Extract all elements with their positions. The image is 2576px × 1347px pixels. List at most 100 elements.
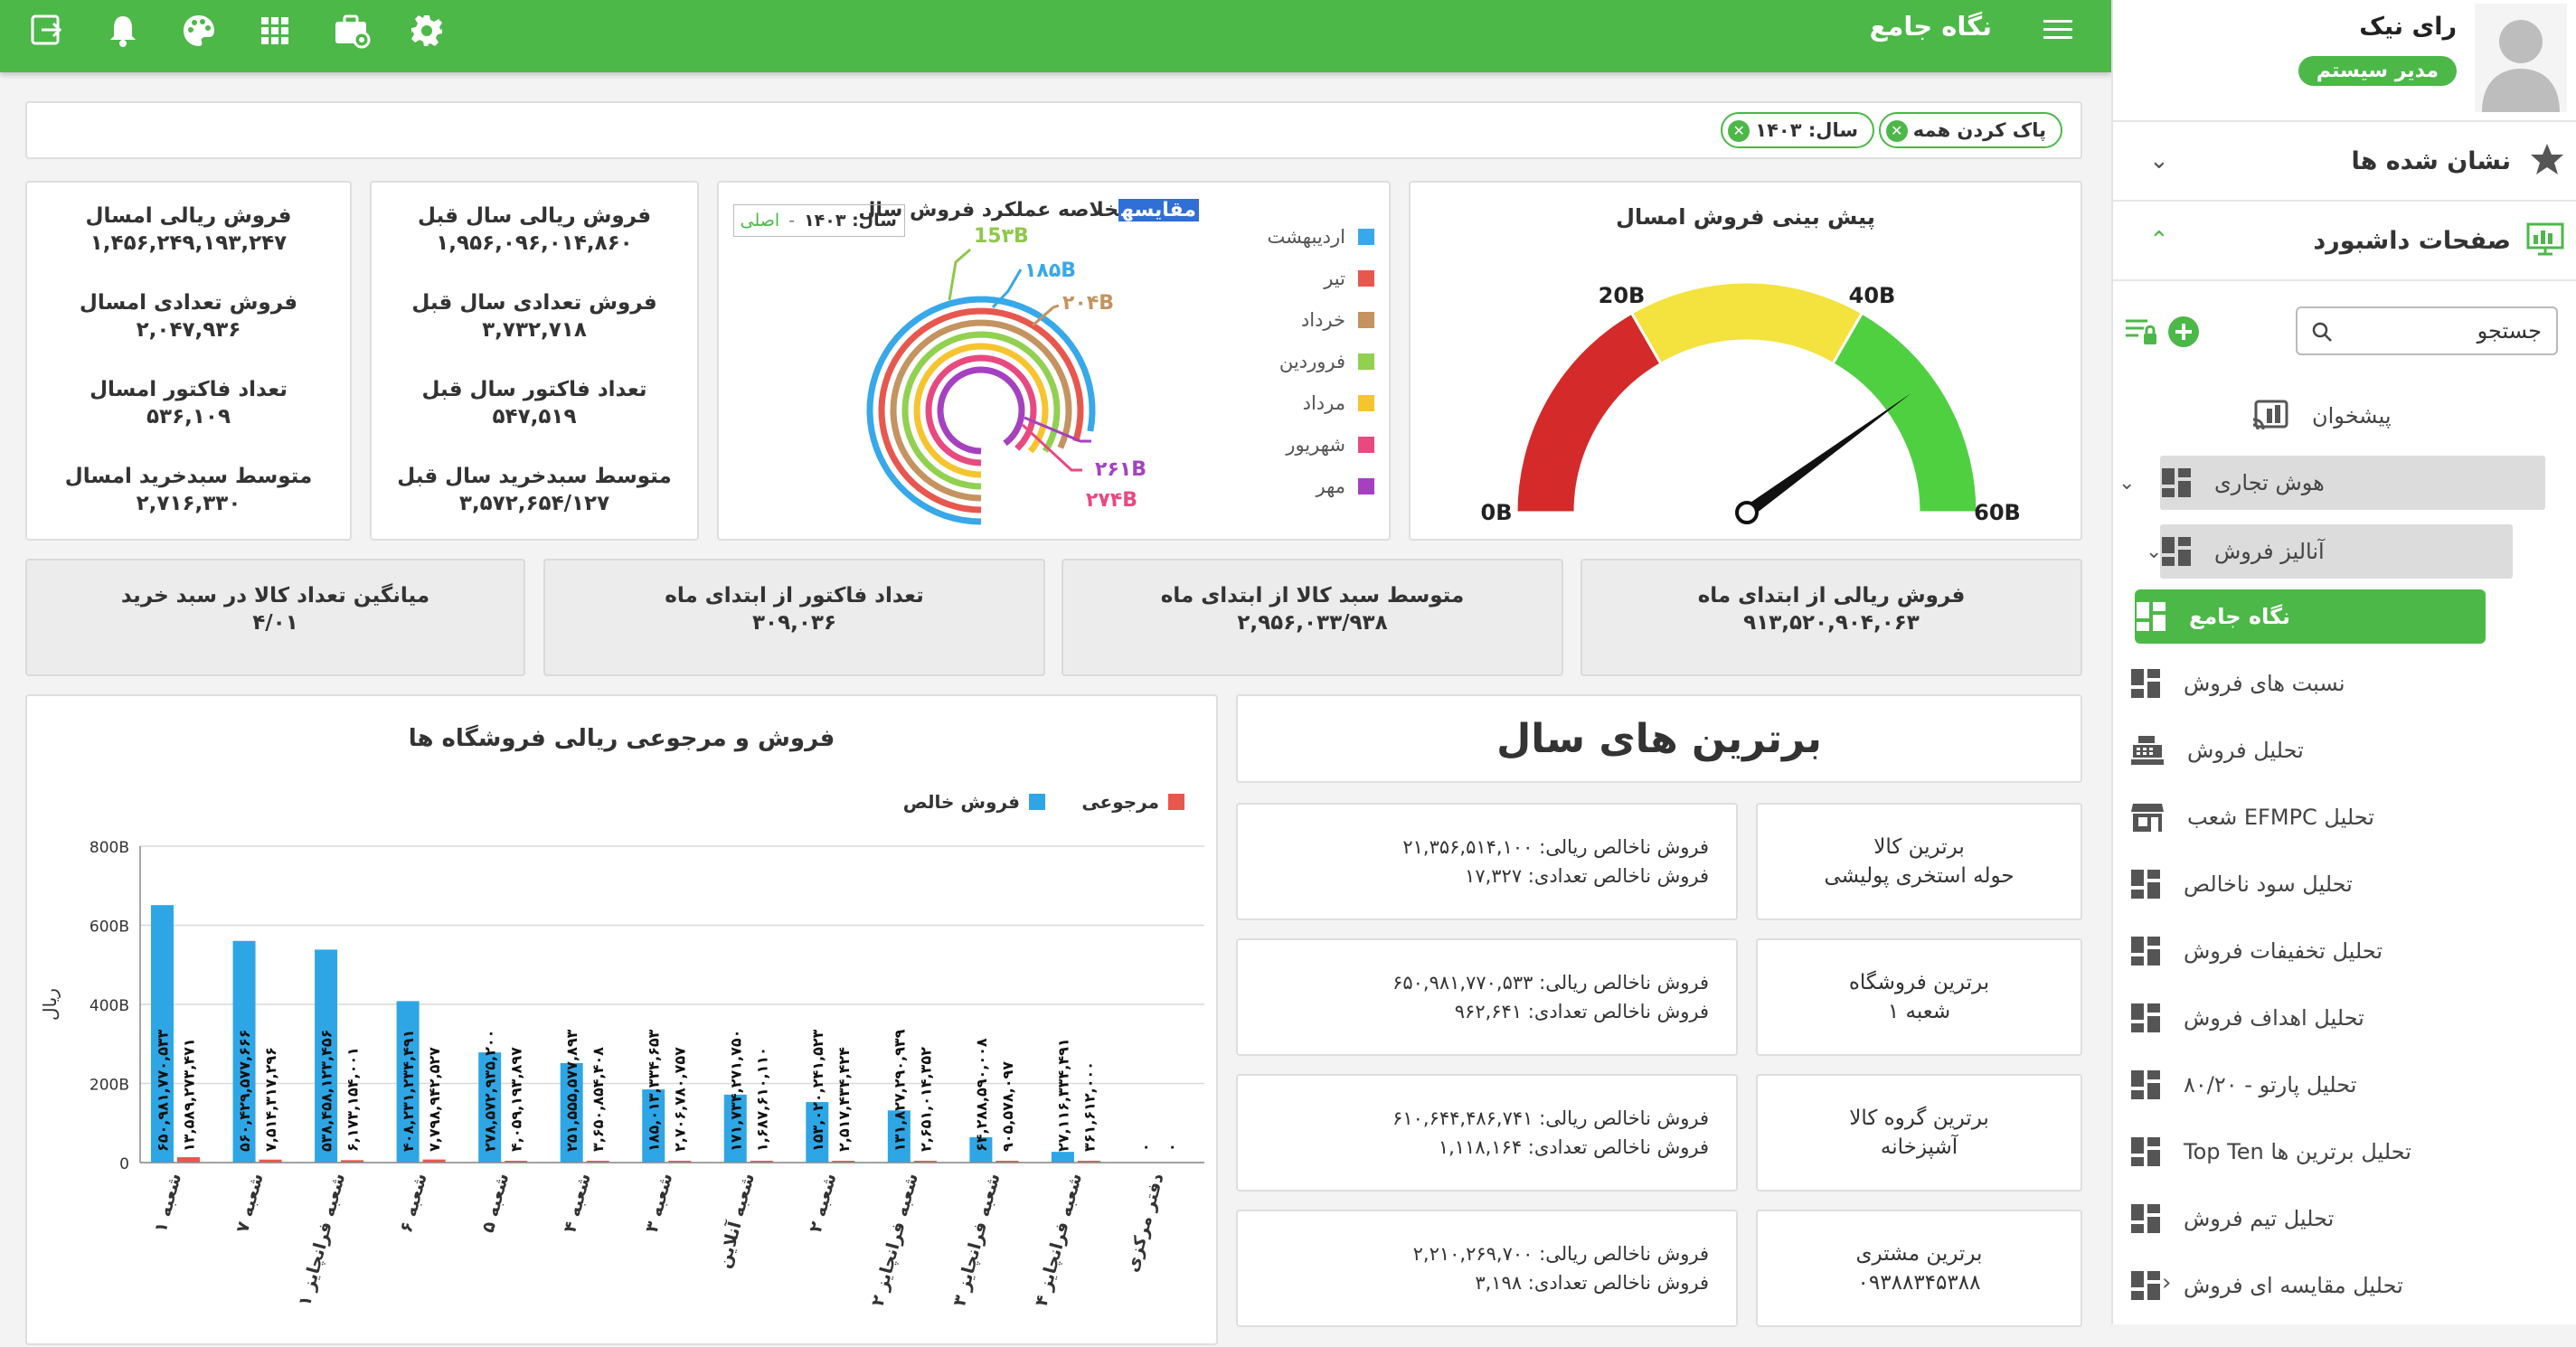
clear-all-chip[interactable]: پاک کردن همه ✕ — [1878, 112, 2062, 148]
add-icon[interactable] — [2167, 316, 2200, 352]
stat-item: فروش ریالی امسال ۱,۴۵۶,۲۴۹,۱۹۳,۲۴۷ — [27, 204, 350, 291]
best-name: برترین مشتری — [1855, 1242, 1983, 1266]
store-icon — [2131, 804, 2164, 832]
bar-returns[interactable] — [177, 1157, 200, 1163]
bar-returns[interactable] — [913, 1161, 937, 1163]
legend-item[interactable]: شهریور — [1286, 434, 1374, 456]
close-icon[interactable]: ✕ — [1728, 120, 1750, 142]
bookmarks-section[interactable]: نشان شده ها ⌄ — [2113, 122, 2576, 202]
close-icon[interactable]: ✕ — [1885, 120, 1908, 142]
comparison-badge[interactable]: مقایسه — [1118, 199, 1199, 221]
radial-arc — [925, 354, 1037, 466]
dashboards-section[interactable]: صفحات داشبورد ⌃ — [2113, 202, 2576, 281]
forecast-gauge-card: پیش بینی فروش امسال 0B 20B 40B 60B — [1409, 181, 2082, 541]
y-axis-label: ریال — [39, 988, 61, 1021]
bar-net-sales[interactable] — [151, 905, 174, 1163]
stat-label: میانگین تعداد کالا در سبد خرید — [120, 584, 430, 608]
nav-sales-analysis[interactable]: آنالیز فروش — [2160, 524, 2513, 579]
chevron-down-icon[interactable]: ⌄ — [2118, 472, 2136, 495]
nav-label: تحلیل سود ناخالص — [2184, 871, 2353, 897]
bar-net-sales[interactable] — [887, 1110, 911, 1163]
legend-swatch — [1029, 794, 1045, 810]
bar-net-sales[interactable] — [560, 1062, 583, 1163]
dashboard-icon — [2131, 669, 2160, 698]
nav-comparative[interactable]: تحلیل مقایسه ای فروش — [2129, 1258, 2473, 1313]
legend-label[interactable]: مرجوعی — [1081, 791, 1159, 813]
x-tick-label: شعبه آنلاین — [712, 1171, 759, 1270]
legend-item[interactable]: خرداد — [1301, 309, 1374, 331]
nav-sales-ratios[interactable]: نسبت های فروش — [2129, 656, 2473, 711]
stat-item: تعداد فاکتور امسال ۵۳۶,۱۰۹ — [27, 378, 350, 465]
bar-value-label: ۱۵۳,۰۲۰,۲۴۱,۵۲۳ — [809, 1029, 826, 1152]
settings-gear-icon[interactable] — [409, 13, 445, 52]
nav-sales-team[interactable]: تحلیل تیم فروش — [2129, 1192, 2473, 1246]
callout-line — [1021, 423, 1082, 472]
chevron-down-icon[interactable]: ⌄ — [2146, 541, 2163, 563]
nav-overview[interactable]: نگاه جامع — [2135, 589, 2486, 644]
chevron-down-icon[interactable]: ⌄ — [2149, 147, 2169, 174]
bar-net-sales[interactable] — [806, 1102, 829, 1163]
year-filter-chip[interactable]: سال: ۱۴۰۳ ✕ — [1721, 112, 1874, 148]
nav-dashboard-home[interactable]: پیشخوان — [2250, 389, 2540, 443]
legend-item[interactable]: مهر — [1316, 476, 1374, 497]
bar-net-sales[interactable] — [723, 1094, 747, 1163]
bar-returns[interactable] — [832, 1161, 855, 1163]
nav-business-intelligence[interactable]: هوش تجاری — [2160, 456, 2545, 510]
dashboards-label: صفحات داشبورد — [2313, 226, 2511, 255]
bar-net-sales[interactable] — [478, 1052, 502, 1163]
exit-icon[interactable] — [29, 13, 65, 52]
bar-value-label: ۵۶۰,۴۲۹,۵۷۷,۶۶۶ — [236, 1030, 253, 1152]
bar-returns[interactable] — [750, 1161, 773, 1163]
nav-pareto[interactable]: تحلیل پارتو - ۸۰/۲۰ — [2129, 1058, 2473, 1112]
bar-returns[interactable] — [995, 1161, 1019, 1163]
bar-net-sales[interactable] — [315, 949, 338, 1163]
palette-icon[interactable] — [181, 13, 217, 52]
apps-grid-icon[interactable] — [257, 13, 293, 52]
nav-efmpc-branches[interactable]: تحلیل EFMPC شعب — [2129, 790, 2473, 844]
briefcase-view-icon[interactable] — [333, 13, 373, 52]
dashboard-icon — [2131, 1137, 2160, 1166]
avatar[interactable] — [2475, 4, 2567, 112]
filter-lock-icon[interactable] — [2124, 316, 2160, 352]
chevron-up-icon[interactable]: ⌃ — [2149, 227, 2169, 254]
bar-net-sales[interactable] — [642, 1089, 665, 1163]
best-line1: فروش ناخالص ریالی: ۲,۲۱۰,۲۶۹,۷۰۰ — [1412, 1243, 1709, 1265]
bar-value-label: ۱۳۱,۸۲۷,۲۹۰,۹۳۹ — [891, 1029, 908, 1152]
stat-value: ۳,۵۷۲,۶۵۴/۱۲۷ — [458, 492, 610, 515]
nav-label: تحلیل فروش — [2187, 738, 2304, 763]
legend-item[interactable]: تیر — [1324, 268, 1374, 289]
legend-item[interactable]: مرداد — [1303, 392, 1374, 414]
legend-item[interactable]: فروردین — [1279, 351, 1374, 372]
nav-sales-analytics[interactable]: تحلیل فروش — [2129, 723, 2473, 777]
bar-returns[interactable] — [1077, 1161, 1100, 1163]
best-name: برترین فروشگاه — [1848, 971, 1990, 994]
bar-net-sales[interactable] — [1051, 1152, 1074, 1163]
bar-net-sales[interactable] — [232, 940, 256, 1163]
nav-top-ten[interactable]: تحلیل برترین ها Top Ten — [2129, 1125, 2473, 1179]
bar-returns[interactable] — [586, 1161, 609, 1163]
bar-net-sales[interactable] — [969, 1136, 993, 1163]
chevron-left-icon[interactable]: ‹ — [2162, 1269, 2172, 1296]
search-input[interactable]: جستجو — [2296, 306, 2558, 355]
stat-item: فروش تعدادی امسال ۲,۰۴۷,۹۳۶ — [27, 291, 350, 378]
nav-discounts[interactable]: تحلیل تخفیفات فروش — [2129, 924, 2473, 978]
bar-net-sales[interactable] — [396, 1001, 420, 1163]
bell-icon[interactable] — [105, 13, 141, 52]
radial-arc — [913, 343, 1049, 478]
menu-icon[interactable] — [2041, 13, 2075, 51]
bar-returns[interactable] — [422, 1159, 446, 1163]
bar-value-label: ۱,۶۸۷,۶۱۰,۱۱۰ — [753, 1047, 770, 1152]
bar-returns[interactable] — [505, 1161, 528, 1163]
legend-label[interactable]: فروش خالص — [903, 791, 1020, 813]
stat-label: متوسط سبدخرید سال قبل — [397, 465, 672, 488]
best-line2: فروش ناخالص تعدادی: ۹۶۲,۶۴۱ — [1454, 1001, 1709, 1022]
nav-sales-goals[interactable]: تحلیل اهداف فروش — [2129, 991, 2473, 1045]
bar-returns[interactable] — [259, 1159, 282, 1163]
x-tick-label: شعبه ۴ — [560, 1172, 595, 1235]
nav-gross-profit[interactable]: تحلیل سود ناخالص — [2129, 857, 2473, 911]
bar-returns[interactable] — [341, 1160, 364, 1163]
bar-returns[interactable] — [668, 1161, 692, 1163]
year-control[interactable]: سال: ۱۴۰۳ - اصلی — [733, 204, 905, 237]
radial-arc — [866, 296, 1096, 525]
legend-item[interactable]: اردیبهشت — [1267, 226, 1374, 248]
